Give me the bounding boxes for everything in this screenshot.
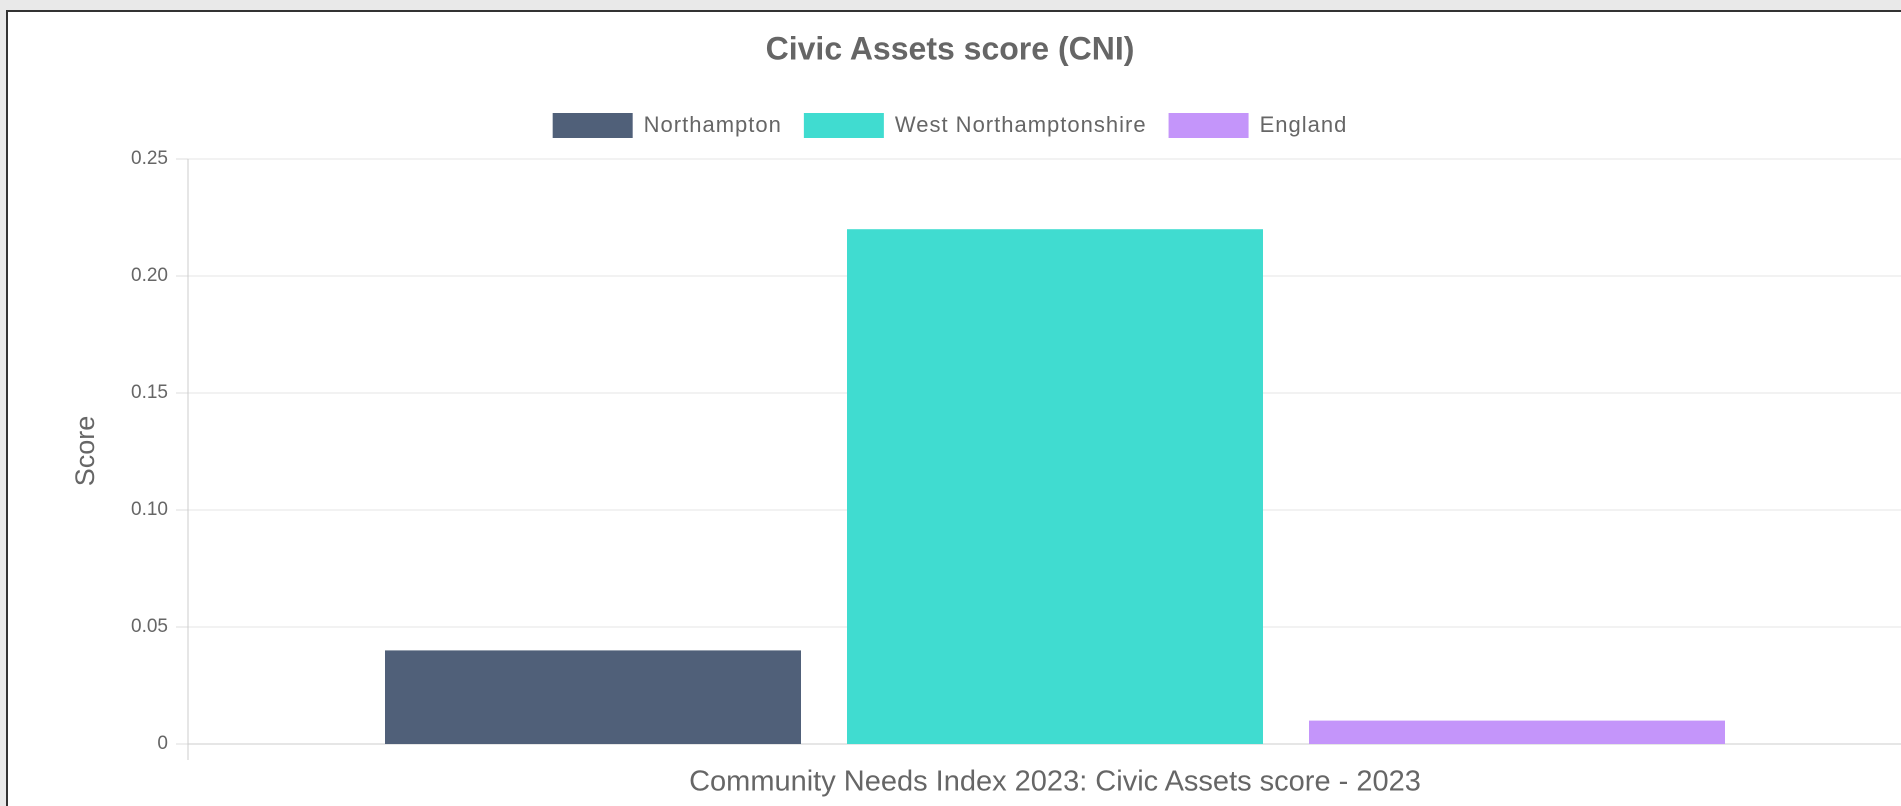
y-tick-label: 0.20: [131, 265, 168, 286]
bar: [847, 229, 1263, 744]
y-tick-label: 0.10: [131, 499, 168, 520]
x-tick-label: Community Needs Index 2023: Civic Assets…: [689, 766, 1421, 798]
y-tick-label: 0.15: [131, 382, 168, 403]
bar: [385, 650, 801, 744]
chart-frame: Civic Assets score (CNI) Score 0 0.05 0.10…: [6, 10, 1901, 806]
legend-label: Northampton: [644, 112, 782, 137]
legend-label: England: [1260, 112, 1348, 137]
y-tick-label: 0: [157, 733, 168, 754]
y-tick-label: 0.05: [131, 616, 168, 637]
legend-label: West Northamptonshire: [895, 112, 1147, 137]
chart-title: Civic Assets score (CNI): [766, 30, 1135, 66]
legend-swatch: [803, 113, 884, 138]
legend-swatch: [552, 113, 633, 138]
y-tick-label: 0.25: [131, 148, 168, 169]
chart: Civic Assets score (CNI) Score 0 0.05 0.10…: [70, 30, 1901, 798]
bar: [1309, 720, 1725, 744]
y-axis-title: Score: [70, 416, 100, 487]
legend-swatch: [1168, 113, 1249, 138]
